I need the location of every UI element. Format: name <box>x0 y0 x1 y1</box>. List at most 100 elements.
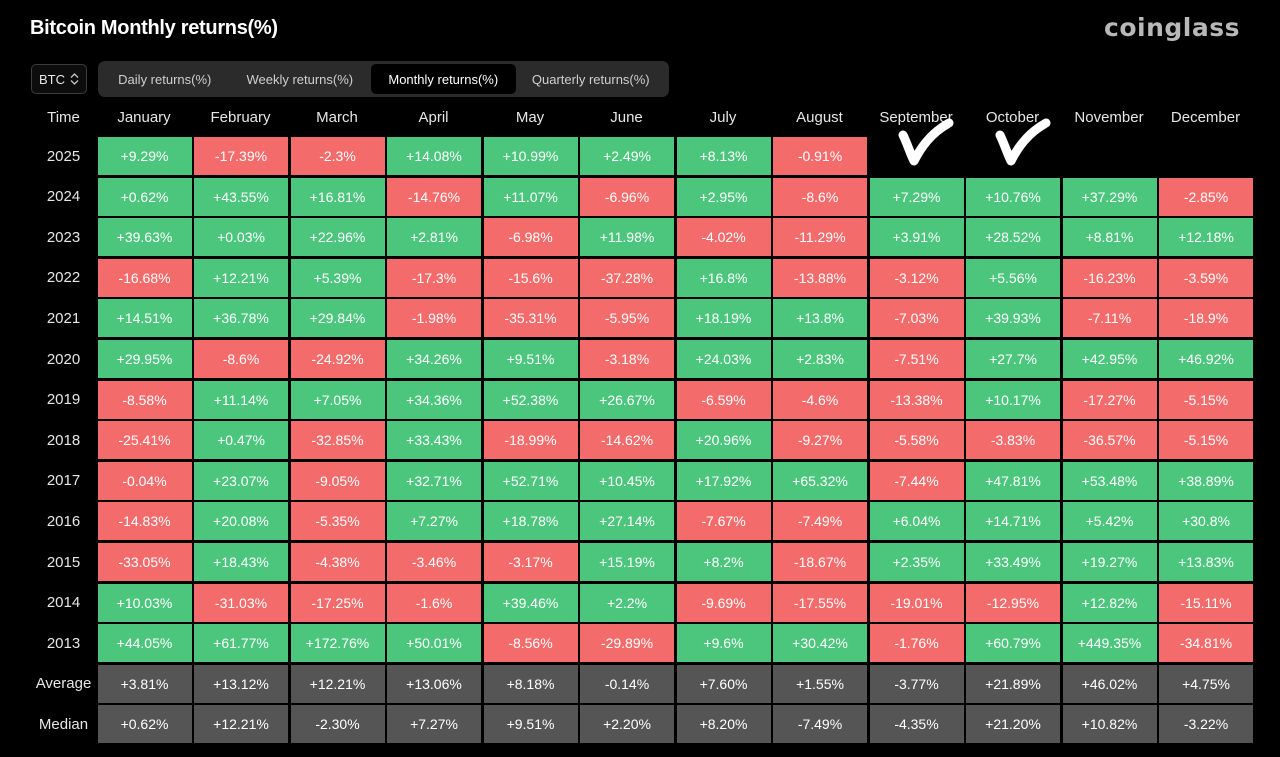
return-cell: +8.81% <box>1062 218 1157 257</box>
return-cell: -2.85% <box>1159 177 1253 216</box>
return-cell: -32.85% <box>290 421 385 460</box>
return-cell: -14.83% <box>97 502 192 541</box>
return-cell: +27.14% <box>580 502 674 541</box>
return-cell: -13.88% <box>773 258 867 297</box>
return-cell: -34.81% <box>1159 624 1253 663</box>
return-cell: -9.05% <box>290 461 385 500</box>
return-cell: -6.59% <box>676 380 771 419</box>
row-label-2021: 2021 <box>46 309 81 327</box>
return-cell: -7.49% <box>773 705 867 744</box>
return-cell: -0.04% <box>97 461 192 500</box>
return-cell: +33.49% <box>966 543 1060 581</box>
return-cell: +5.39% <box>290 258 385 297</box>
column-header-october: October <box>985 108 1040 126</box>
return-cell: +8.20% <box>676 705 771 744</box>
return-cell: +8.2% <box>676 543 771 581</box>
return-cell: -1.98% <box>387 299 481 338</box>
row-label-average: Average <box>35 675 92 693</box>
return-cell: +34.26% <box>387 340 481 378</box>
return-cell: +46.02% <box>1062 664 1157 703</box>
row-label-2019: 2019 <box>46 391 81 409</box>
return-cell: +18.78% <box>483 502 578 541</box>
return-cell: -3.46% <box>387 543 481 581</box>
return-cell: +0.03% <box>194 218 288 257</box>
return-cell: -4.35% <box>869 705 964 744</box>
row-label-2016: 2016 <box>46 512 81 530</box>
page-title: Bitcoin Monthly returns(%) <box>30 17 278 39</box>
return-cell: +14.71% <box>966 502 1060 541</box>
return-cell: +52.38% <box>483 380 578 419</box>
return-cell: +43.55% <box>194 177 288 216</box>
return-cell: -17.55% <box>773 583 867 622</box>
return-cell: +38.89% <box>1159 461 1253 500</box>
column-header-september: September <box>879 108 953 126</box>
tab-daily-returns[interactable]: Daily returns(%) <box>118 71 212 87</box>
return-cell: -7.51% <box>869 340 964 378</box>
row-label-2023: 2023 <box>46 228 81 246</box>
return-cell: -5.15% <box>1159 421 1253 460</box>
return-cell: +44.05% <box>97 624 192 663</box>
column-header-december: December <box>1170 108 1241 126</box>
return-cell: +61.77% <box>194 624 288 663</box>
return-cell: -16.68% <box>97 258 192 297</box>
column-header-august: August <box>796 108 843 126</box>
tab-quarterly-returns[interactable]: Quarterly returns(%) <box>531 71 650 87</box>
return-cell: +18.43% <box>194 543 288 581</box>
return-cell: -4.6% <box>773 380 867 419</box>
return-cell: +9.6% <box>676 624 771 663</box>
return-cell: -18.67% <box>773 543 867 581</box>
return-cell: -3.17% <box>483 543 578 581</box>
return-cell: +42.95% <box>1062 340 1157 378</box>
return-cell: +10.03% <box>97 583 192 622</box>
return-cell: -7.44% <box>869 461 964 500</box>
return-cell: +2.20% <box>580 705 674 744</box>
return-cell: +53.48% <box>1062 461 1157 500</box>
return-cell: +9.51% <box>483 340 578 378</box>
return-cell: -15.11% <box>1159 583 1253 622</box>
return-cell: +29.84% <box>290 299 385 338</box>
return-cell: +16.81% <box>290 177 385 216</box>
return-cell: +0.62% <box>97 705 192 744</box>
return-cell: +12.21% <box>194 258 288 297</box>
return-cell: +8.13% <box>676 137 771 175</box>
row-label-2017: 2017 <box>46 472 81 490</box>
return-cell: +29.95% <box>97 340 192 378</box>
return-cell: +36.78% <box>194 299 288 338</box>
return-cell: -16.23% <box>1062 258 1157 297</box>
return-cell: -3.12% <box>869 258 964 297</box>
chevron-updown-icon <box>70 73 79 85</box>
column-header-november: November <box>1074 108 1144 126</box>
return-cell: +12.82% <box>1062 583 1157 622</box>
tab-monthly-returns[interactable]: Monthly returns(%) <box>371 64 516 94</box>
return-cell: +3.91% <box>869 218 964 257</box>
column-header-march: March <box>316 108 358 126</box>
return-cell: +22.96% <box>290 218 385 257</box>
row-label-2015: 2015 <box>46 553 81 571</box>
return-cell: -7.49% <box>773 502 867 541</box>
return-cell: +52.71% <box>483 461 578 500</box>
asset-select[interactable]: BTC <box>31 64 87 94</box>
return-cell: -19.01% <box>869 583 964 622</box>
return-cell: +17.92% <box>676 461 771 500</box>
return-cell: +1.55% <box>773 664 867 703</box>
return-cell: +28.52% <box>966 218 1060 257</box>
return-cell: +9.51% <box>483 705 578 744</box>
return-cell: -8.56% <box>483 624 578 663</box>
return-cell: -0.14% <box>580 664 674 703</box>
row-label-2020: 2020 <box>46 350 81 368</box>
tab-weekly-returns[interactable]: Weekly returns(%) <box>246 71 354 87</box>
return-cell: -9.69% <box>676 583 771 622</box>
row-label-2014: 2014 <box>46 594 81 612</box>
return-cell: +13.06% <box>387 664 481 703</box>
return-cell: -13.38% <box>869 380 964 419</box>
return-cell: +32.71% <box>387 461 481 500</box>
return-cell: +14.08% <box>387 137 481 175</box>
return-cell: +21.20% <box>966 705 1060 744</box>
return-cell: +50.01% <box>387 624 481 663</box>
return-cell: -8.6% <box>773 177 867 216</box>
return-cell: -4.02% <box>676 218 771 257</box>
return-cell: +449.35% <box>1062 624 1157 663</box>
row-label-median: Median <box>38 715 89 733</box>
return-cell: +2.83% <box>773 340 867 378</box>
return-cell: +0.62% <box>97 177 192 216</box>
